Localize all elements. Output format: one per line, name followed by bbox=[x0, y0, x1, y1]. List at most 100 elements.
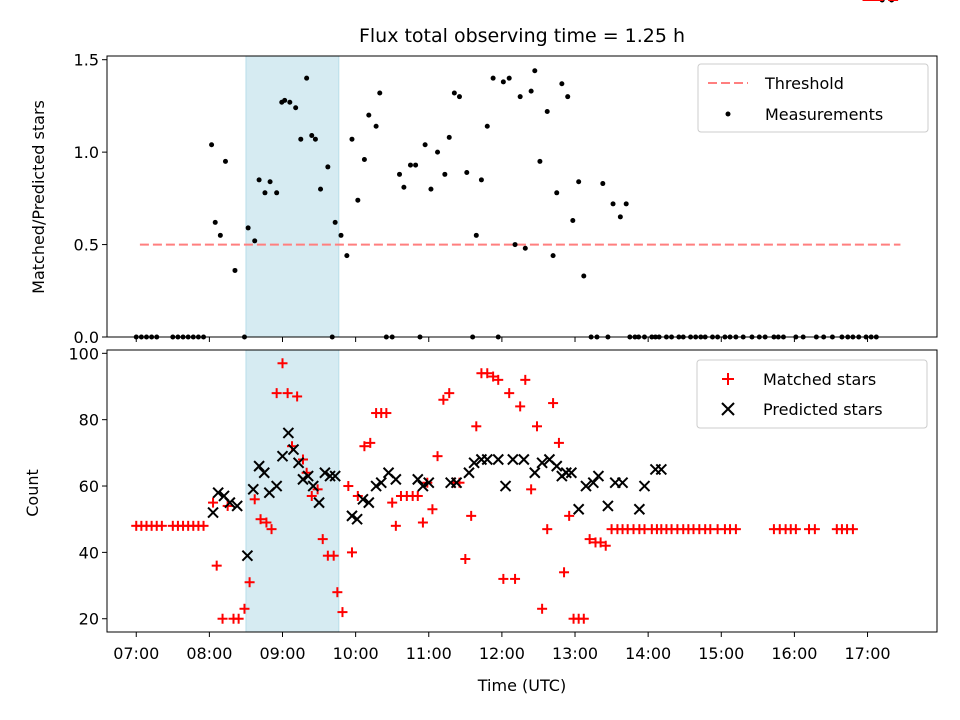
measurement-point bbox=[570, 218, 576, 224]
predicted-star-point bbox=[602, 500, 614, 512]
matched-star-point bbox=[488, 371, 499, 382]
predicted-star-point bbox=[247, 483, 259, 496]
predicted-star-point bbox=[390, 473, 402, 486]
y-tick-label: 0.5 bbox=[74, 236, 99, 255]
measurement-point bbox=[422, 142, 428, 148]
matched-star-point bbox=[211, 560, 222, 571]
y-tick-label: 40 bbox=[79, 543, 99, 562]
measurement-point bbox=[512, 242, 518, 248]
measurement-point bbox=[576, 179, 582, 185]
measurement-point bbox=[256, 177, 262, 183]
measurement-point bbox=[554, 190, 560, 196]
matched-star-point bbox=[460, 554, 471, 565]
matched-star-point bbox=[261, 517, 272, 528]
measurement-point bbox=[309, 132, 315, 138]
legend-threshold-label: Threshold bbox=[764, 74, 844, 93]
measurement-point bbox=[209, 142, 215, 148]
matched-star-point bbox=[249, 494, 260, 505]
predicted-star-point bbox=[417, 480, 429, 492]
measurement-point bbox=[298, 136, 304, 142]
predicted-star-point bbox=[363, 496, 375, 509]
predicted-star-point bbox=[224, 496, 236, 509]
matched-star-point bbox=[337, 607, 348, 618]
measurement-point bbox=[397, 171, 403, 177]
ratio-x-ticks bbox=[135, 337, 869, 342]
matched-star-point bbox=[432, 451, 443, 462]
count-panel: 20 40 60 80 100 07:00 08:00 09:00 10:00 11:00 12:… bbox=[23, 0, 938, 663]
predicted-star-point bbox=[565, 467, 578, 479]
ratio-legend-box bbox=[697, 63, 929, 133]
matched-star-point bbox=[343, 481, 354, 492]
predicted-star-point bbox=[375, 476, 387, 489]
predicted-star-point bbox=[468, 457, 480, 469]
measurement-point bbox=[377, 90, 383, 96]
predicted-star-point bbox=[551, 460, 563, 472]
measurement-point bbox=[473, 232, 479, 238]
matched-star-point bbox=[328, 550, 339, 561]
measurement-point bbox=[366, 112, 372, 118]
matched-star-point bbox=[346, 547, 357, 558]
predicted-star-point bbox=[351, 513, 363, 525]
x-tick-label: 13:00 bbox=[552, 644, 598, 663]
measurement-point bbox=[550, 253, 556, 259]
predicted-star-point bbox=[450, 476, 463, 489]
measurement-point bbox=[500, 79, 506, 85]
legend-predicted-swatch bbox=[721, 402, 735, 416]
legend-matched-swatch bbox=[722, 373, 734, 385]
measurement-point bbox=[361, 157, 367, 163]
legend-measurements-label: Measurements bbox=[765, 105, 883, 124]
y-tick-label: 1.5 bbox=[74, 51, 99, 70]
measurement-point bbox=[446, 134, 452, 140]
matched-star-point bbox=[578, 613, 589, 624]
matched-star-point bbox=[809, 524, 820, 535]
measurement-point bbox=[532, 68, 538, 74]
predicted-star-point bbox=[580, 480, 592, 492]
x-tick-label: 11:00 bbox=[406, 644, 452, 663]
measurement-point bbox=[623, 201, 629, 207]
matched-star-point bbox=[317, 534, 328, 545]
measurement-point bbox=[274, 190, 280, 196]
legend-predicted-label: Predicted stars bbox=[763, 400, 883, 419]
matched-star-point bbox=[208, 497, 219, 508]
measurement-point bbox=[484, 123, 490, 129]
measurement-point bbox=[312, 136, 318, 142]
matched-star-point bbox=[217, 613, 228, 624]
matched-star-point bbox=[504, 388, 515, 399]
matched-star-point bbox=[332, 587, 343, 598]
predicted-star-point bbox=[292, 457, 305, 469]
matched-star-point bbox=[730, 524, 741, 535]
predicted-star-point bbox=[587, 476, 600, 489]
x-tick-label: 16:00 bbox=[771, 644, 817, 663]
matched-star-point bbox=[306, 490, 317, 501]
predicted-star-point bbox=[638, 480, 651, 492]
measurement-point bbox=[304, 75, 310, 81]
measurement-point bbox=[522, 245, 528, 251]
measurement-point bbox=[478, 177, 484, 183]
measurement-point bbox=[318, 186, 324, 192]
measurement-point bbox=[252, 238, 258, 244]
matched-star-point bbox=[537, 603, 548, 614]
matched-star-point bbox=[271, 388, 282, 399]
measurement-point bbox=[282, 97, 288, 103]
chart-title: Flux total observing time = 1.25 h bbox=[359, 25, 685, 47]
measurement-point bbox=[212, 219, 218, 225]
matched-star-point bbox=[266, 524, 277, 535]
predicted-star-point bbox=[507, 453, 519, 466]
ratio-y-ticks: 0.0 0.5 1.0 1.5 bbox=[74, 51, 107, 347]
x-axis-label: Time (UTC) bbox=[477, 676, 566, 695]
matched-star-point bbox=[198, 520, 209, 531]
measurement-point bbox=[559, 81, 565, 87]
measurement-point bbox=[325, 164, 331, 170]
y-tick-label: 0.0 bbox=[74, 328, 99, 347]
predicted-star-point bbox=[207, 506, 219, 519]
matched-star-point bbox=[584, 534, 595, 545]
measurement-point bbox=[537, 158, 543, 164]
predicted-star-point bbox=[518, 453, 530, 466]
measurement-point bbox=[464, 169, 470, 175]
measurement-point bbox=[413, 162, 419, 168]
x-tick-label: 09:00 bbox=[259, 644, 305, 663]
predicted-star-point bbox=[499, 480, 512, 492]
matched-star-point bbox=[515, 401, 526, 412]
matched-star-point bbox=[412, 490, 423, 501]
